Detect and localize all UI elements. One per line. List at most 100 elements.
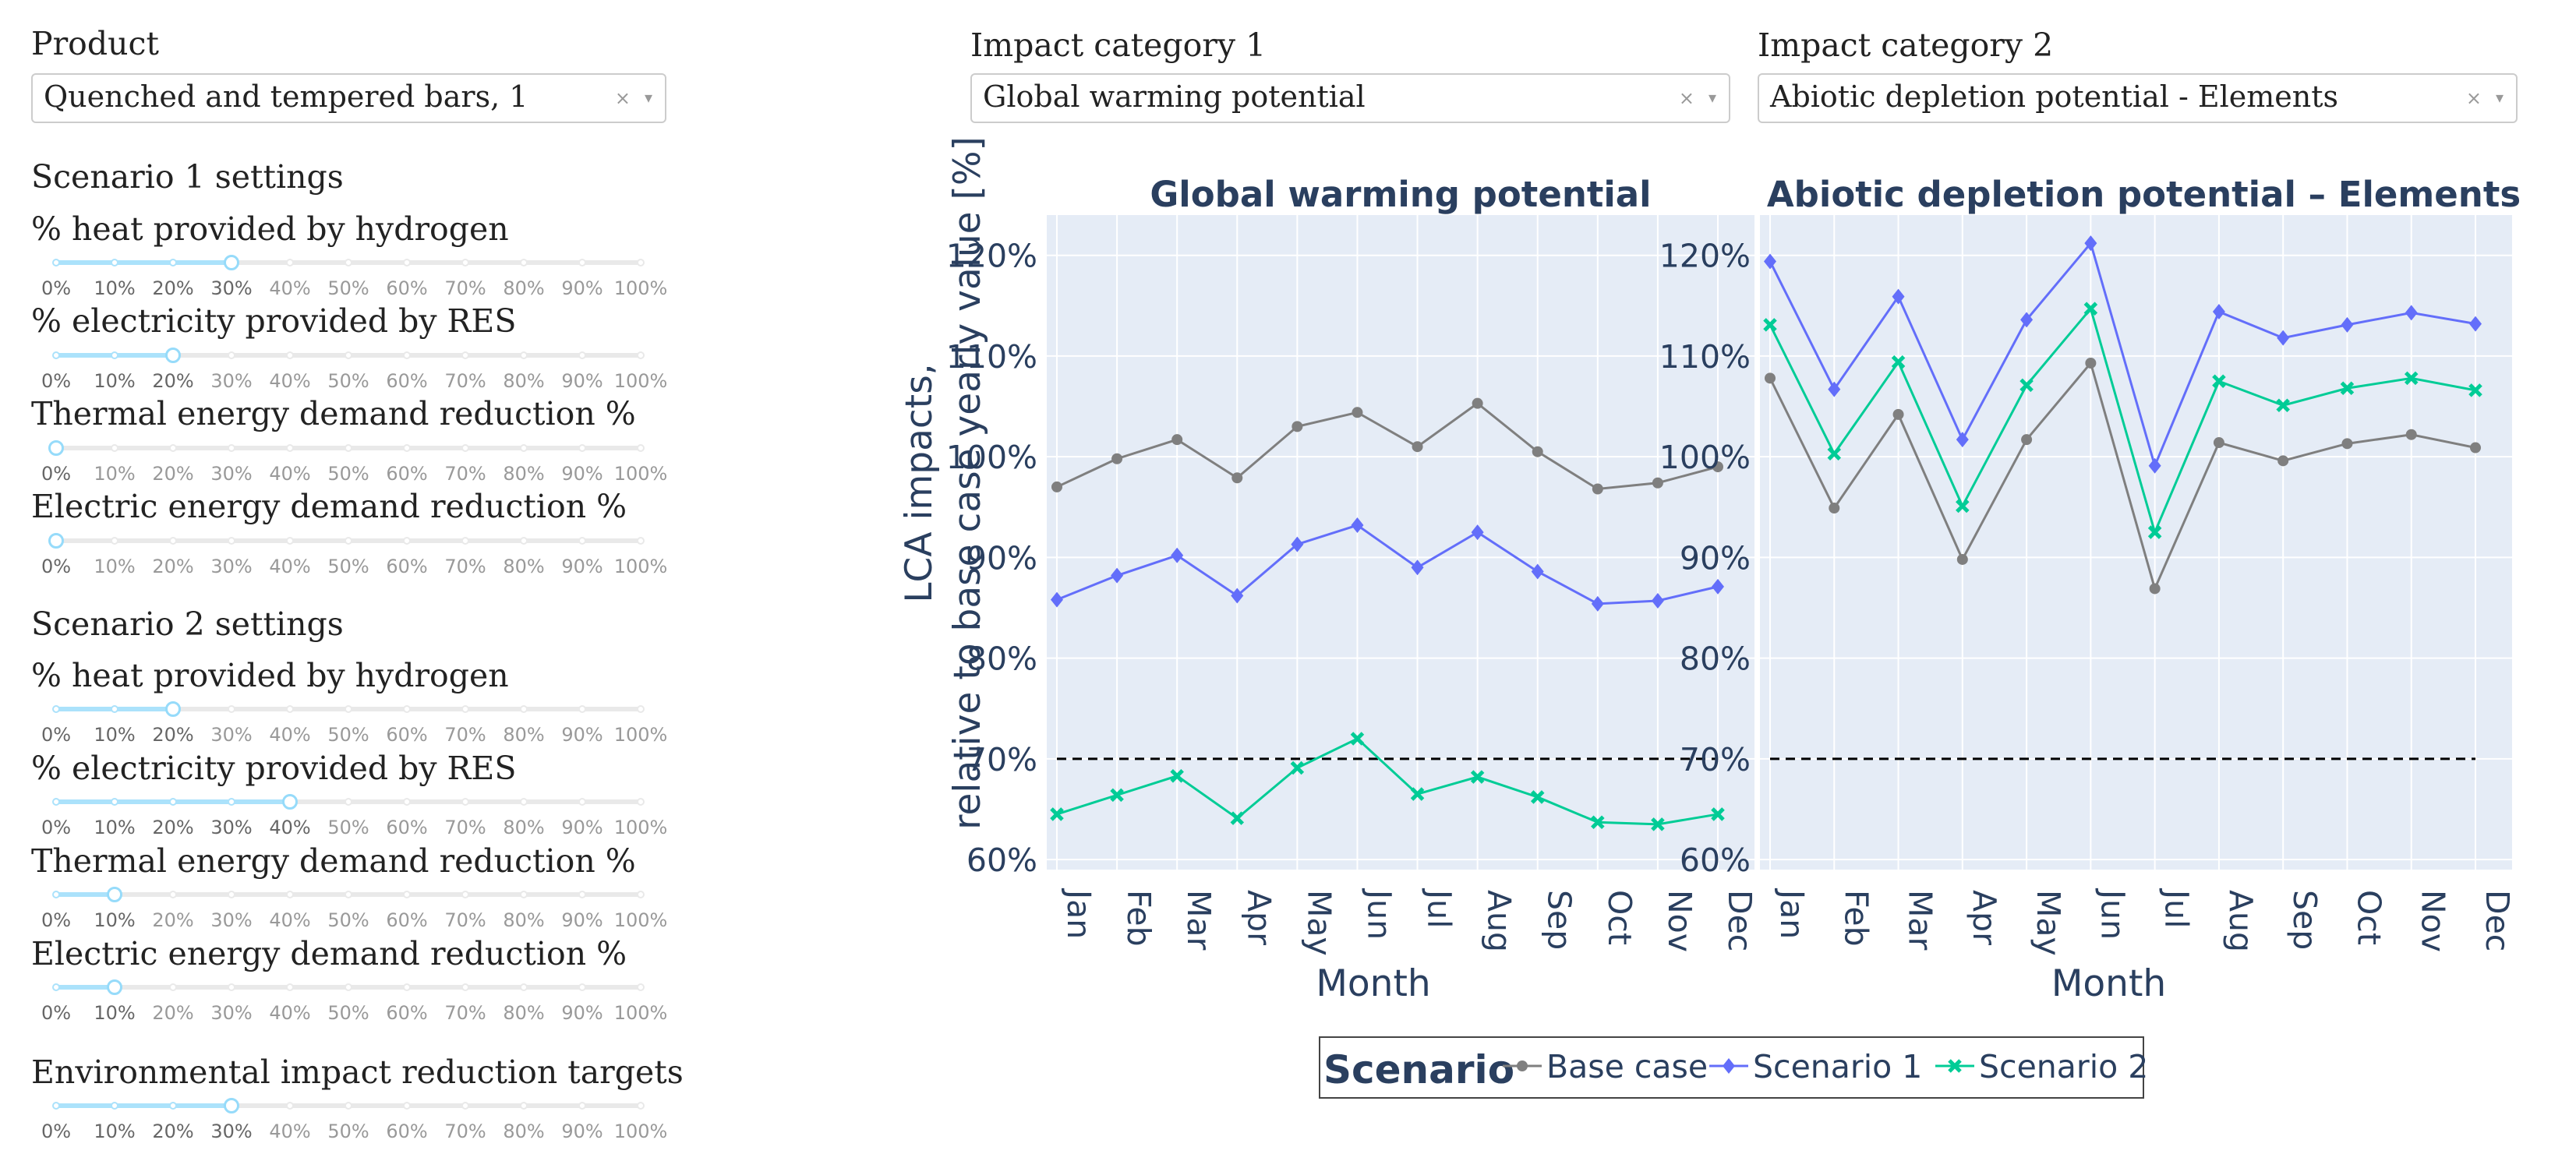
slider-dot[interactable] [111,705,118,713]
slider-dot[interactable] [111,259,118,266]
slider-dot[interactable] [637,351,645,359]
slider-dot[interactable] [637,1102,645,1110]
slider-dot[interactable] [461,1102,469,1110]
slider-dot[interactable] [578,1102,586,1110]
slider-handle[interactable] [48,440,64,456]
slider-dot[interactable] [286,705,294,713]
slider-dot[interactable] [111,1102,118,1110]
slider-dot[interactable] [286,537,294,545]
slider-dot[interactable] [578,891,586,898]
slider-track[interactable] [56,892,115,897]
slider-handle[interactable] [282,794,298,810]
slider-dot[interactable] [520,351,528,359]
slider-dot[interactable] [520,705,528,713]
slider-dot[interactable] [228,705,235,713]
slider-dot[interactable] [520,537,528,545]
slider-dot[interactable] [345,1102,352,1110]
slider-dot[interactable] [228,983,235,991]
slider-dot[interactable] [461,537,469,545]
chevron-down-icon[interactable]: ▾ [2495,88,2504,107]
slider-dot[interactable] [52,983,60,991]
slider-dot[interactable] [461,351,469,359]
slider-dot[interactable] [169,983,177,991]
slider-handle[interactable] [107,887,122,902]
slider-dot[interactable] [637,798,645,806]
scenario1-thermal-slider[interactable]: 0% 10% 20% 30% 40% 50% 60% 70% 80% 90% 100% [41,433,667,488]
slider-dot[interactable] [403,351,411,359]
slider-dot[interactable] [52,1102,60,1110]
slider-handle[interactable] [165,701,181,717]
clear-icon[interactable]: × [2465,87,2482,109]
scenario1-hydrogen-slider[interactable]: 0% 10% 20% 30% 40% 50% 60% 70% 80% 90% 100% [41,248,667,302]
scenario1-electric-slider[interactable]: 0% 10% 20% 30% 40% 50% 60% 70% 80% 90% 100% [41,526,667,581]
slider-dot[interactable] [461,444,469,452]
clear-icon[interactable]: × [1678,87,1694,109]
impact2-dropdown[interactable]: Abiotic depletion potential - Elements ×… [1758,73,2518,123]
slider-dot[interactable] [169,444,177,452]
slider-dot[interactable] [403,798,411,806]
slider-dot[interactable] [228,444,235,452]
slider-dot[interactable] [461,705,469,713]
slider-dot[interactable] [286,1102,294,1110]
slider-dot[interactable] [461,983,469,991]
slider-dot[interactable] [286,891,294,898]
slider-dot[interactable] [578,798,586,806]
slider-dot[interactable] [286,983,294,991]
slider-dot[interactable] [520,983,528,991]
slider-dot[interactable] [228,891,235,898]
slider-dot[interactable] [169,537,177,545]
slider-dot[interactable] [52,798,60,806]
slider-dot[interactable] [461,891,469,898]
slider-dot[interactable] [637,891,645,898]
slider-handle[interactable] [165,348,181,363]
slider-dot[interactable] [520,891,528,898]
slider-dot[interactable] [345,798,352,806]
slider-dot[interactable] [111,798,118,806]
slider-dot[interactable] [345,259,352,266]
slider-dot[interactable] [52,705,60,713]
slider-dot[interactable] [52,351,60,359]
slider-dot[interactable] [520,1102,528,1110]
slider-handle[interactable] [224,1098,239,1113]
slider-dot[interactable] [345,444,352,452]
slider-track[interactable] [56,985,115,990]
slider-dot[interactable] [52,891,60,898]
slider-dot[interactable] [169,891,177,898]
slider-dot[interactable] [637,537,645,545]
scenario1-res-slider[interactable]: 0% 10% 20% 30% 40% 50% 60% 70% 80% 90% 100% [41,341,667,395]
scenario2-thermal-slider[interactable]: 0% 10% 20% 30% 40% 50% 60% 70% 80% 90% 100% [41,880,667,934]
slider-dot[interactable] [578,351,586,359]
chevron-down-icon[interactable]: ▾ [644,88,652,107]
slider-dot[interactable] [228,351,235,359]
slider-dot[interactable] [286,259,294,266]
slider-dot[interactable] [403,444,411,452]
impact1-dropdown[interactable]: Global warming potential × ▾ [970,73,1730,123]
slider-dot[interactable] [637,983,645,991]
scenario2-electric-slider[interactable]: 0% 10% 20% 30% 40% 50% 60% 70% 80% 90% 100% [41,972,667,1027]
slider-dot[interactable] [52,259,60,266]
clear-icon[interactable]: × [614,87,631,109]
slider-dot[interactable] [403,537,411,545]
slider-track[interactable] [56,1103,231,1108]
slider-dot[interactable] [461,798,469,806]
slider-dot[interactable] [403,705,411,713]
slider-dot[interactable] [228,537,235,545]
slider-dot[interactable] [520,798,528,806]
slider-dot[interactable] [345,891,352,898]
slider-dot[interactable] [520,259,528,266]
slider-dot[interactable] [637,444,645,452]
slider-dot[interactable] [345,537,352,545]
slider-handle[interactable] [224,255,239,270]
slider-dot[interactable] [111,444,118,452]
slider-dot[interactable] [637,705,645,713]
slider-handle[interactable] [48,533,64,549]
slider-handle[interactable] [107,979,122,995]
product-dropdown[interactable]: Quenched and tempered bars, 1 × ▾ [31,73,666,123]
slider-dot[interactable] [169,798,177,806]
slider-dot[interactable] [111,537,118,545]
slider-dot[interactable] [403,891,411,898]
slider-dot[interactable] [169,1102,177,1110]
scenario2-hydrogen-slider[interactable]: 0% 10% 20% 30% 40% 50% 60% 70% 80% 90% 100% [41,694,667,749]
slider-dot[interactable] [461,259,469,266]
chevron-down-icon[interactable]: ▾ [1708,88,1716,107]
